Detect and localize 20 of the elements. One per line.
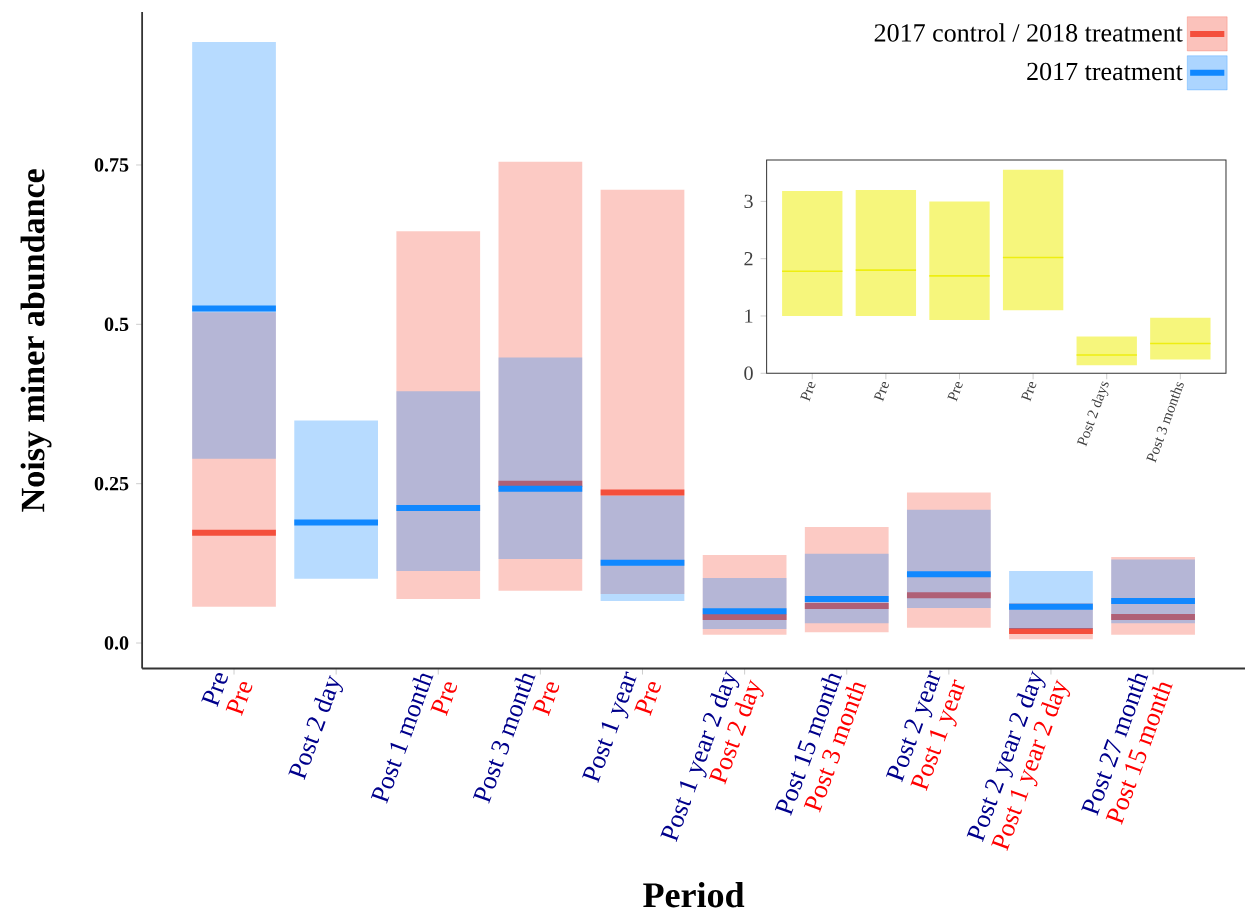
x-tick-label: Pre — [800, 382, 816, 402]
y-tick-label: 1 — [745, 309, 753, 323]
y-tick-label: 0.75 — [94, 158, 129, 172]
y-tick-label: 2 — [744, 252, 753, 266]
x-tick-label: Post 3 months — [1146, 382, 1184, 463]
y-tick-label: 0.5 — [104, 317, 129, 332]
x-tick-label: Post 2 days — [1076, 381, 1109, 447]
y-tick-label: 0.0 — [104, 636, 129, 650]
x-tick-label: Pre — [201, 673, 228, 708]
x-axis-title: Period — [643, 882, 745, 908]
y-tick-label: 0.25 — [94, 477, 129, 491]
x-tick-label: Pre — [873, 382, 889, 402]
legend-label: 2017 treatment — [1027, 62, 1183, 81]
x-tick-label: Post 2 day — [288, 675, 344, 781]
y-axis-title: Noisy miner abundance — [20, 169, 52, 512]
x-tick-label: Pre — [1020, 382, 1037, 402]
y-tick-label: 0 — [744, 366, 753, 381]
legend-label: 2017 control / 2018 treatment — [874, 23, 1183, 42]
x-tick-label: Pre — [947, 382, 963, 402]
y-tick-label: 3 — [744, 194, 753, 209]
